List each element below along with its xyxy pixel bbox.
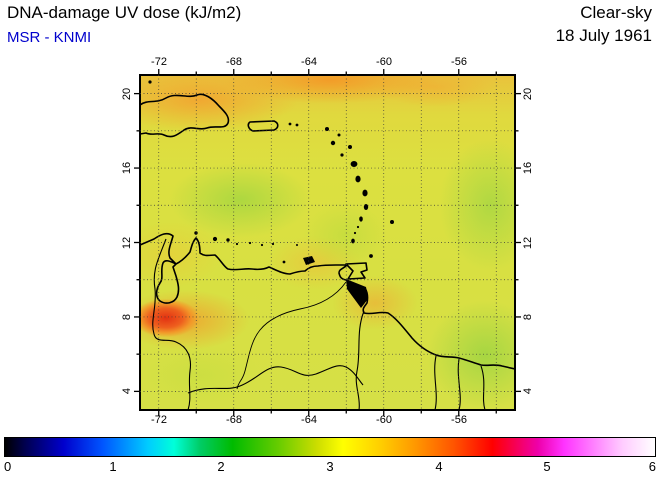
border-venezuela-brazil (187, 365, 364, 394)
x-tick-label-bottom: -56 (451, 414, 467, 426)
y-tick-label-right: 4 (522, 387, 534, 395)
y-tick-label-left: 4 (121, 387, 133, 395)
y-tick-label-left: 8 (121, 313, 133, 321)
x-tick-label-bottom: -60 (376, 414, 392, 426)
border-frguiana-brazil (480, 365, 486, 410)
border-colombia-venezuela (152, 238, 192, 410)
y-tick-label-right: 8 (522, 313, 534, 321)
colorbar-label: 5 (543, 459, 551, 474)
source-label: MSR - KNMI (7, 29, 92, 46)
x-tick-label-top: -60 (376, 56, 392, 68)
colorbar-label: 2 (217, 459, 225, 474)
border-guyana-suriname (434, 355, 437, 410)
page-title: DNA-damage UV dose (kJ/m2) (7, 3, 242, 22)
colorbar-label: 3 (326, 459, 334, 474)
x-tick-label-bottom: -72 (151, 414, 167, 426)
coastline-layer (140, 80, 515, 410)
x-tick-label-bottom: -64 (301, 414, 317, 426)
coastline-hispaniola (140, 93, 230, 138)
x-tick-label-top: -68 (226, 56, 242, 68)
y-tick-label-right: 20 (522, 87, 534, 101)
border-suriname-frguiana (457, 358, 461, 410)
colorbar (4, 437, 656, 457)
coastline-south-america (140, 232, 515, 370)
colorbar-label: 1 (109, 459, 117, 474)
coastline-puerto-rico (247, 120, 279, 132)
y-tick-label-left: 20 (121, 87, 133, 101)
x-tick-label-bottom: -68 (226, 414, 242, 426)
condition-label: Clear-sky (580, 3, 652, 22)
colorbar-label: 0 (4, 459, 12, 474)
grid-frame-layer (134, 69, 521, 416)
y-tick-label-right: 16 (522, 161, 534, 175)
orinoco-delta (346, 279, 368, 308)
border-venezuela-guyana (355, 310, 365, 410)
coastline-trinidad (345, 262, 368, 280)
x-tick-label-top: -72 (151, 56, 167, 68)
y-tick-label-left: 12 (121, 236, 133, 250)
y-tick-label-right: 12 (522, 236, 534, 250)
colorbar-label: 6 (648, 459, 656, 474)
x-tick-label-top: -56 (451, 56, 467, 68)
islands-lesser-antilles (148, 80, 394, 265)
y-tick-label-left: 16 (121, 161, 133, 175)
x-tick-label-top: -64 (301, 56, 317, 68)
orinoco-river (236, 281, 347, 390)
date-label: 18 July 1961 (555, 26, 652, 45)
colorbar-label: 4 (435, 459, 443, 474)
